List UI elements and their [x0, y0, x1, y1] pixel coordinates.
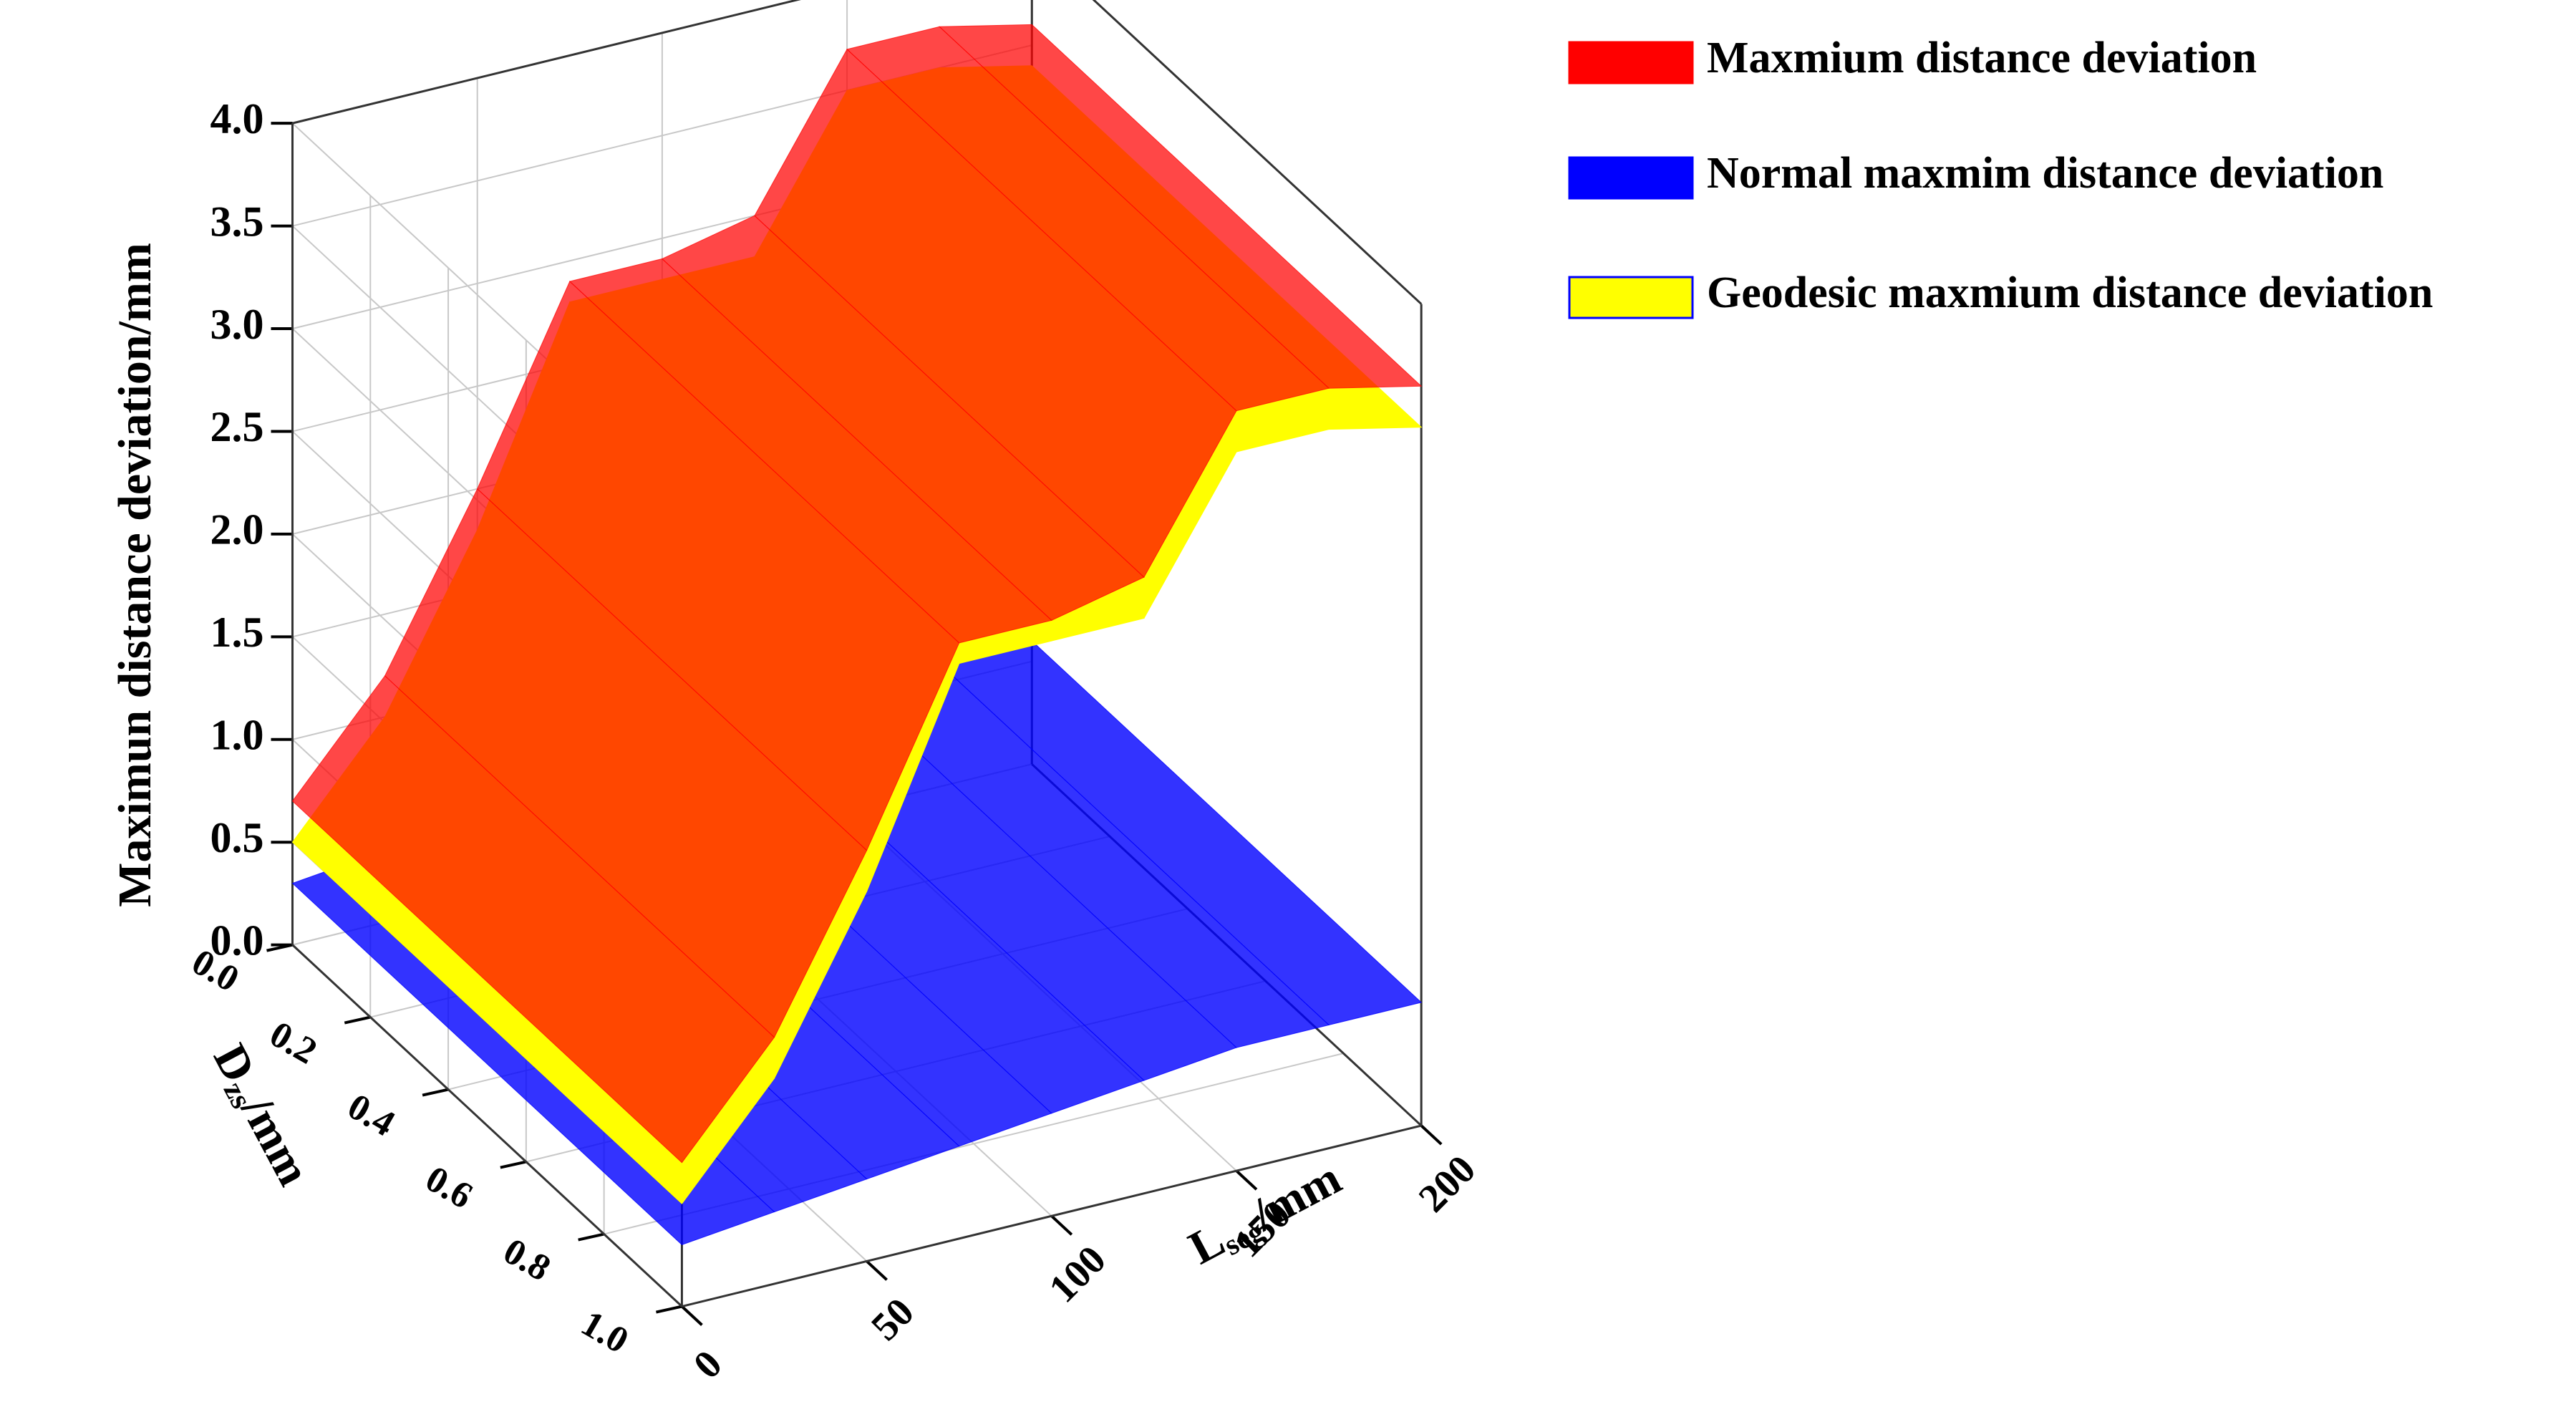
x-axis-label: Lseg/mm [1181, 1152, 1351, 1277]
x-tick-label: 50 [863, 1290, 922, 1349]
tick-mark [681, 1305, 703, 1326]
y-tick-label: 0.8 [497, 1231, 558, 1290]
tick-mark [344, 1015, 371, 1025]
legend-swatch [1568, 156, 1694, 200]
legend-swatch [1568, 41, 1694, 84]
z-tick-label: 1.0 [210, 712, 264, 759]
tick-mark [1420, 1124, 1443, 1146]
box-edge [292, 0, 801, 125]
box-edge [291, 944, 683, 1307]
z-tick-label: 3.5 [210, 198, 264, 245]
tick-mark [866, 1259, 888, 1281]
tick-mark [500, 1160, 527, 1169]
legend-label: Maxmium distance deviation [1707, 34, 2257, 82]
tick-mark [1050, 1214, 1073, 1236]
z-tick-label: 3.0 [210, 301, 264, 348]
z-axis-label: Maximun distance deviation/mm [109, 243, 161, 907]
box-edge [682, 1124, 1422, 1307]
legend-swatch [1568, 276, 1694, 319]
tick-mark [422, 1088, 449, 1097]
z-tick-label: 0.5 [210, 814, 264, 861]
y-tick-label: 0.6 [419, 1159, 480, 1217]
tick-mark [655, 1305, 682, 1314]
x-tick-label: 0 [685, 1342, 731, 1388]
x-tick-label: 100 [1041, 1237, 1115, 1311]
legend-label: Normal maxmim distance deviation [1707, 149, 2383, 198]
z-tick-label: 4.0 [210, 95, 264, 142]
z-tick-label: 1.5 [210, 609, 264, 656]
y-tick-label: 0.2 [263, 1014, 324, 1073]
tick-mark [266, 943, 293, 952]
legend-label: Geodesic maxmium distance deviation [1707, 269, 2433, 317]
tick-mark [578, 1232, 605, 1242]
tick-mark [1235, 1169, 1258, 1191]
surface-patch [938, 24, 1423, 389]
z-tick-label: 2.0 [210, 506, 264, 553]
y-tick-label: 1.0 [574, 1303, 635, 1362]
y-tick-label: 0.4 [341, 1086, 402, 1145]
z-tick-label: 2.5 [210, 403, 264, 450]
x-tick-label: 200 [1410, 1147, 1484, 1221]
box-edge [1092, 0, 1423, 305]
surfaces [291, 24, 1423, 1246]
z-tick-label: 0.0 [210, 917, 264, 964]
